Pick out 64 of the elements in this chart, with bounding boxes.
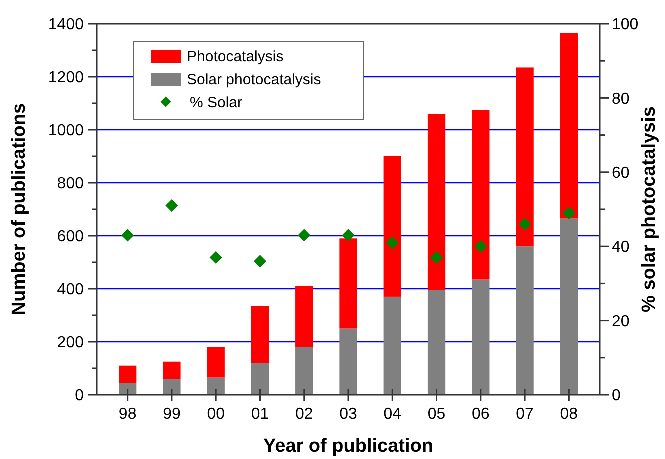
x-tick-label: 00 [207, 406, 226, 423]
x-tick-label: 01 [251, 406, 270, 423]
bar [472, 110, 490, 280]
y-tick-label: 600 [57, 228, 84, 246]
y2-tick-label: 80 [612, 90, 630, 108]
bar [207, 378, 225, 395]
x-tick-label: 08 [560, 406, 578, 423]
bar [516, 68, 534, 247]
legend-label: Photocatalysis [187, 48, 284, 66]
legend-label: Solar photocatalysis [187, 71, 322, 88]
bar [384, 156, 402, 297]
bar [296, 347, 314, 395]
point [474, 240, 488, 253]
x-tick-label: 07 [516, 406, 534, 423]
x-tick-label: 99 [163, 406, 181, 423]
bar [119, 383, 137, 395]
point [122, 229, 134, 242]
bar [163, 362, 181, 380]
bar [472, 280, 490, 395]
bar [428, 290, 446, 395]
bar [516, 246, 534, 395]
x-tick-label: 04 [384, 406, 402, 423]
bar [119, 366, 137, 384]
y-tick-label: 1400 [48, 16, 84, 34]
bar [340, 238, 358, 329]
bar [560, 33, 578, 219]
x-tick-label: 05 [428, 406, 446, 423]
bar [251, 363, 270, 395]
y-tick-label: 800 [57, 176, 84, 193]
y-tick-label: 1200 [48, 70, 84, 87]
y2-tick-label: 100 [612, 16, 639, 34]
x-tick-label: 03 [340, 406, 358, 423]
bar [340, 328, 358, 395]
point [210, 251, 222, 264]
y2-axis-title: % solar photocatalysis [639, 106, 660, 312]
bar [560, 218, 578, 395]
bar [384, 296, 402, 395]
point [562, 206, 576, 220]
point [518, 218, 532, 231]
x-tick-label: 02 [295, 406, 314, 423]
bar [251, 306, 270, 364]
y-tick-label: 0 [75, 388, 84, 405]
point [386, 236, 399, 250]
y-axis-title: Number of publications [9, 103, 30, 316]
y2-tick-label: 20 [612, 313, 630, 330]
bar [428, 114, 446, 290]
point [342, 229, 355, 242]
y-tick-label: 200 [57, 334, 84, 352]
y-tick-label: 1000 [48, 122, 84, 140]
x-tick-label: 06 [472, 406, 490, 423]
point [298, 229, 311, 242]
legend-label: % Solar [190, 94, 243, 112]
y2-tick-label: 60 [612, 165, 630, 182]
y-tick-label: 400 [57, 282, 84, 299]
y2-tick-label: 40 [612, 239, 630, 256]
point [430, 251, 444, 264]
bar [207, 347, 225, 378]
bar [163, 379, 181, 395]
bar [296, 286, 314, 348]
x-axis-title: Year of publication [264, 436, 434, 457]
point [166, 199, 178, 212]
x-tick-label: 98 [118, 406, 137, 423]
y2-tick-label: 0 [612, 388, 621, 405]
point [254, 255, 267, 268]
